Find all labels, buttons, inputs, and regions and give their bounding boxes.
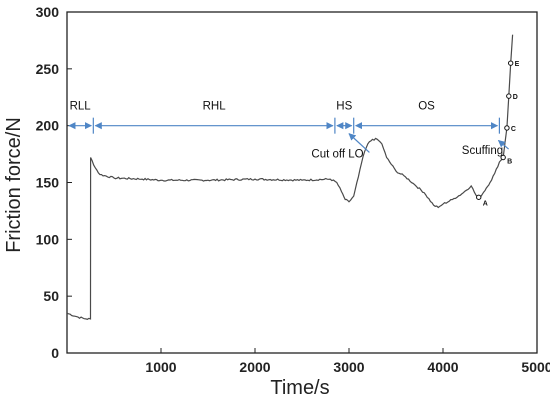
axis-ticks: 1000 2000 3000 4000 5000 0 50 100 150 200 250 300 [36, 4, 550, 375]
annotation-arrow [348, 133, 370, 153]
y-tick-label: 150 [36, 175, 60, 191]
marker-point [507, 60, 514, 66]
annotations: Cut off LO Scuffing [311, 133, 509, 160]
marker-label: E [515, 61, 520, 68]
marker-label: B [507, 158, 512, 165]
marker-label: A [483, 200, 488, 207]
x-axis-label: Time/s [270, 377, 329, 399]
y-tick-label: 300 [36, 4, 60, 20]
marker-label: D [513, 94, 518, 101]
plot-border [66, 11, 538, 354]
phase-arrows: RLL RHL HS OS [68, 101, 500, 134]
x-tick-label: 5000 [521, 359, 550, 375]
plot-frame [66, 11, 538, 354]
x-tick-label: 1000 [145, 359, 176, 375]
y-tick-label: 200 [36, 118, 60, 134]
y-tick-label: 100 [36, 231, 60, 247]
phase-label: RLL [70, 101, 92, 113]
marker-point [504, 125, 510, 131]
y-axis-label: Friction force/N [3, 117, 25, 253]
marker-label: C [511, 126, 516, 133]
marker-point [500, 154, 506, 161]
x-tick-label: 2000 [239, 359, 270, 375]
y-tick-label: 50 [43, 288, 59, 304]
phase-label: RHL [203, 101, 227, 113]
phase-label: OS [418, 101, 435, 113]
x-tick-label: 3000 [333, 359, 364, 375]
scuffing-markers: A B C D E [476, 60, 520, 207]
phase-label: HS [336, 101, 352, 113]
y-tick-label: 0 [51, 345, 59, 361]
x-tick-label: 4000 [427, 359, 458, 375]
annotation-text: Scuffing [462, 145, 503, 157]
y-tick-label: 250 [36, 61, 60, 77]
annotation-arrow [497, 139, 509, 150]
marker-point [476, 194, 482, 200]
friction-curve [66, 34, 514, 320]
marker-point [506, 93, 512, 99]
annotation-text: Cut off LO [311, 148, 363, 160]
